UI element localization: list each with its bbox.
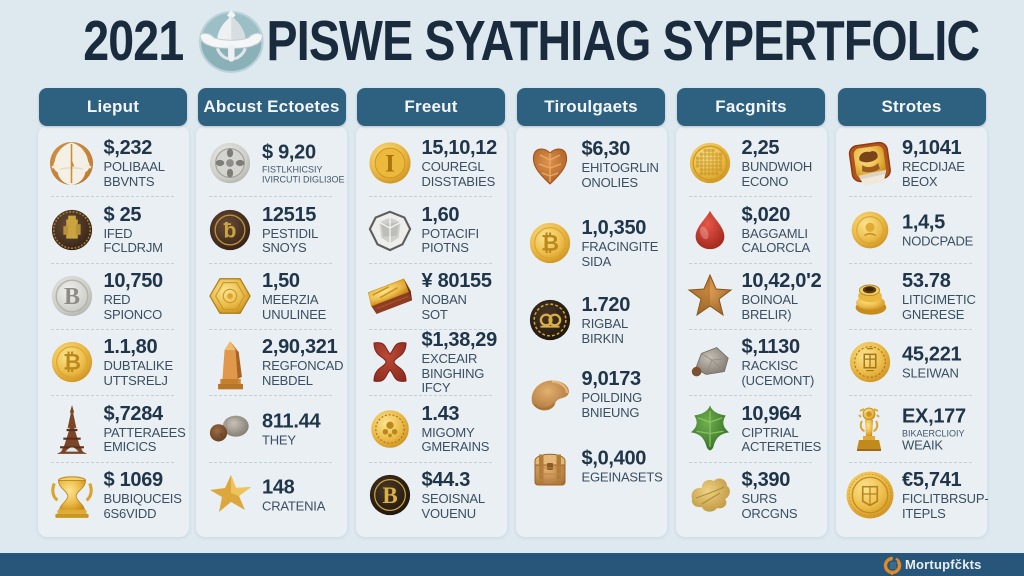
svg-text:₿: ₿ <box>63 350 81 375</box>
svg-text:ƀ: ƀ <box>224 219 237 242</box>
svg-text:I: I <box>385 151 395 178</box>
svg-text:₿: ₿ <box>541 231 559 256</box>
svg-text:B: B <box>64 284 80 310</box>
svg-text:B: B <box>382 483 397 508</box>
